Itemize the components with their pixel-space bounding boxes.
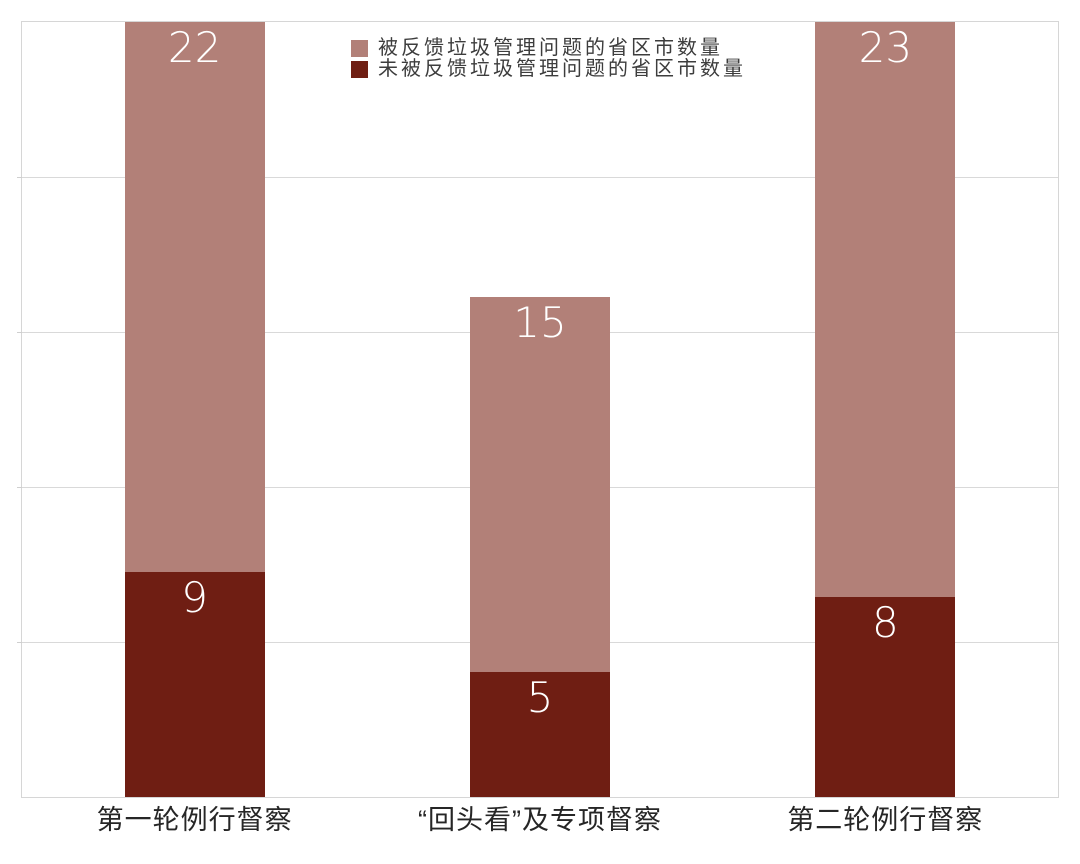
bar-segment: 23 xyxy=(815,22,956,597)
bar-value-label: 9 xyxy=(181,573,209,622)
bar-value-label: 22 xyxy=(167,23,222,72)
x-axis-label-lookback: “回头看”及专项督察 xyxy=(418,805,662,835)
legend: 被反馈垃圾管理问题的省区市数量 未被反馈垃圾管理问题的省区市数量 xyxy=(351,37,746,80)
legend-swatch-reported-icon xyxy=(351,40,368,57)
bar-segment: 15 xyxy=(470,297,610,672)
bar-value-label: 5 xyxy=(526,673,554,722)
legend-item-not-reported: 未被反馈垃圾管理问题的省区市数量 xyxy=(351,58,746,80)
legend-swatch-not-reported-icon xyxy=(351,61,368,78)
plot-area: 9 22 5 15 8 23 xyxy=(17,21,1059,798)
legend-label-not-reported: 未被反馈垃圾管理问题的省区市数量 xyxy=(378,58,746,80)
bar-value-label: 23 xyxy=(858,23,913,72)
bar-value-label: 15 xyxy=(513,298,567,347)
bar-segment: 22 xyxy=(124,22,265,572)
axis-tick xyxy=(17,177,22,178)
legend-label-reported: 被反馈垃圾管理问题的省区市数量 xyxy=(378,37,723,59)
x-axis-labels: 第一轮例行督察 “回头看”及专项督察 第二轮例行督察 xyxy=(22,804,1058,836)
axis-tick xyxy=(17,332,22,333)
x-axis-label-round2: 第二轮例行督察 xyxy=(787,805,984,835)
legend-item-reported: 被反馈垃圾管理问题的省区市数量 xyxy=(351,37,746,59)
bar-value-label: 8 xyxy=(871,598,899,647)
bar-segment: 5 xyxy=(470,672,610,797)
gridline xyxy=(22,177,1058,178)
axis-tick xyxy=(17,487,22,488)
x-axis-label-round1: 第一轮例行督察 xyxy=(96,805,293,835)
bar-segment: 9 xyxy=(124,572,265,797)
axis-tick xyxy=(17,642,22,643)
bar-segment: 8 xyxy=(815,597,956,797)
